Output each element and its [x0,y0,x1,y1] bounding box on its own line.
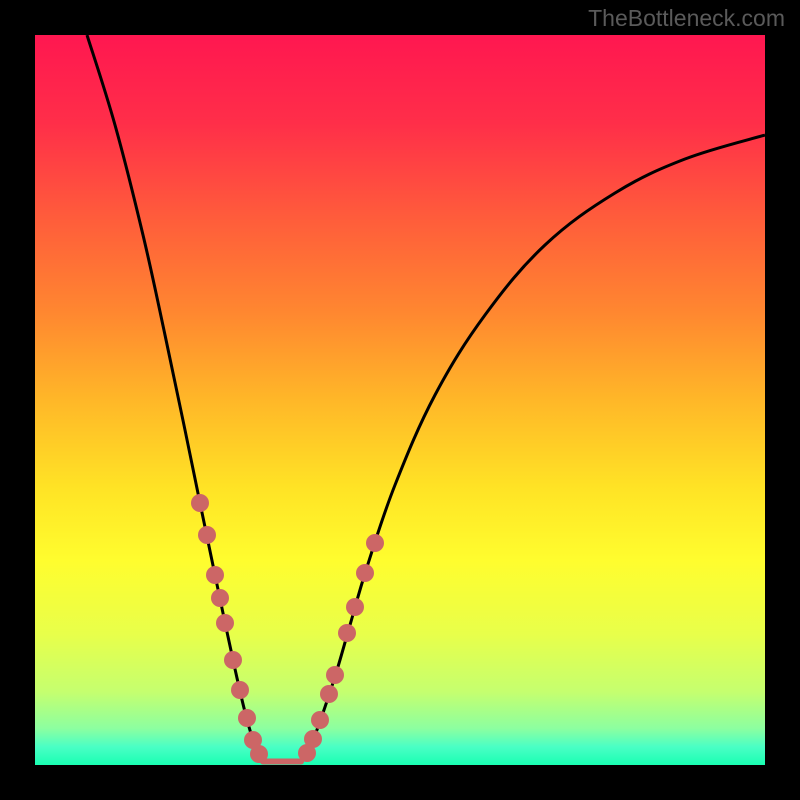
watermark-label: TheBottleneck.com [588,5,785,32]
scatter-dot [250,745,268,763]
scatter-dot [338,624,356,642]
scatter-dot [346,598,364,616]
scatter-dot [356,564,374,582]
scatter-dot [211,589,229,607]
scatter-dot [224,651,242,669]
scatter-dot [311,711,329,729]
scatter-dot [231,681,249,699]
scatter-dot [304,730,322,748]
scatter-dot [320,685,338,703]
scatter-dot [198,526,216,544]
scatter-dot [326,666,344,684]
scatter-dot [216,614,234,632]
chart-svg [35,35,765,765]
scatter-dot [366,534,384,552]
gradient-background [35,35,765,765]
scatter-dot [206,566,224,584]
chart-plot-area [35,35,765,765]
scatter-dot [191,494,209,512]
scatter-dot [238,709,256,727]
